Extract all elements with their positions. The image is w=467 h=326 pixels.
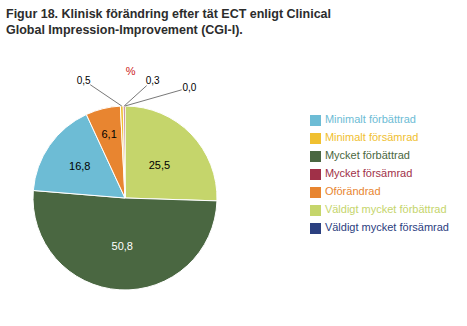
svg-text:0,3: 0,3 xyxy=(146,75,160,86)
html-text:Mycket försämrad: Mycket försämrad xyxy=(324,167,413,179)
svg-text:0,0: 0,0 xyxy=(182,82,196,93)
html-text:Minimalt försämrad: Minimalt försämrad xyxy=(324,131,419,143)
svg-text:16,8: 16,8 xyxy=(69,160,90,172)
svg-text:0,5: 0,5 xyxy=(77,75,91,86)
html-text:Väldigt mycket förbättrad: Väldigt mycket förbättrad xyxy=(324,203,447,215)
html-text:Väldigt mycket försämrad: Väldigt mycket försämrad xyxy=(324,221,449,233)
html-text:Mycket förbättrad: Mycket förbättrad xyxy=(324,149,410,161)
html-text:Oförändrad: Oförändrad xyxy=(324,185,381,197)
svg-text:6,1: 6,1 xyxy=(101,128,116,140)
html-text:Global Impression-Improvement: Global Impression-Improvement (CGI-I). xyxy=(6,23,243,37)
svg-text:25,5: 25,5 xyxy=(149,159,170,171)
html-text:Minimalt förbättrad: Minimalt förbättrad xyxy=(324,113,416,125)
html-text:Figur 18. Klinisk förändring e: Figur 18. Klinisk förändring efter tät E… xyxy=(6,7,331,21)
svg-text:50,8: 50,8 xyxy=(112,240,133,252)
